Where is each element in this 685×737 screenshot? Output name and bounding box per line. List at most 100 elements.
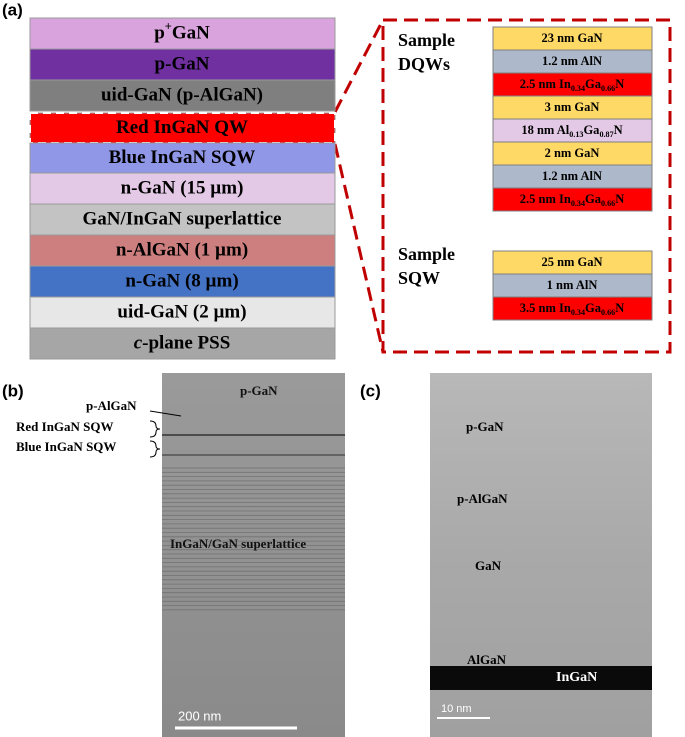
text-part: 0.66 [601, 199, 615, 208]
layer [492, 187, 653, 212]
text-part: + [165, 19, 172, 33]
panel-label: (b) [2, 381, 24, 400]
text-part: N [615, 301, 624, 315]
layer-label: 1 nm AlN [547, 278, 598, 292]
layer-label: 3.5 nm In0.34​Ga0.66​N [520, 301, 624, 317]
zoom-line [333, 143, 385, 353]
tem-image [162, 373, 345, 737]
layer-label: Blue InGaN SQW [109, 147, 256, 168]
text-part: 3 nm GaN [545, 100, 600, 114]
layer [29, 172, 336, 205]
label: p-AlGaN [457, 491, 508, 506]
text-part: 18 nm Al [521, 123, 569, 137]
layer [29, 296, 336, 329]
text-part: N [615, 77, 624, 91]
text-part: 0.13 [569, 130, 583, 139]
layer-label: 18 nm Al0.13​Ga0.87​N [521, 123, 622, 139]
layer-label: n-AlGaN (1 µm) [116, 240, 248, 261]
ingan-band [430, 666, 652, 690]
text-part: 0.66 [601, 84, 615, 93]
layer [29, 142, 336, 174]
label: AlGaN [467, 652, 507, 667]
text-part: uid-GaN (2 µm) [117, 302, 246, 323]
text-part: n-GaN (8 µm) [125, 271, 238, 292]
layer-label: GaN/InGaN superlattice [83, 209, 282, 230]
layer-label: n-GaN (15 µm) [121, 178, 244, 199]
layer-label: uid-GaN (p-AlGaN) [101, 85, 263, 106]
text-part: 2 nm GaN [545, 146, 600, 160]
text-part: 2.5 nm In [520, 192, 571, 206]
zoom-box [381, 18, 672, 354]
text-part: 0.34 [571, 199, 585, 208]
text-part: 0.34 [571, 308, 585, 317]
text-part: 1.2 nm AlN [542, 169, 602, 183]
text-part: 0.87 [599, 130, 613, 139]
text-part: 2.5 nm In [520, 77, 571, 91]
label: p-AlGaN [86, 398, 137, 413]
layer-label: uid-GaN (2 µm) [117, 302, 246, 323]
layer-label: 23 nm GaN [541, 31, 602, 45]
scale-label: 200 nm [178, 708, 221, 723]
label: InGaN/GaN superlattice [170, 536, 306, 551]
brace [149, 420, 161, 438]
layer [29, 48, 336, 81]
layer-label: n-GaN (8 µm) [125, 271, 238, 292]
layer-label: 25 nm GaN [541, 255, 602, 269]
layer-label: 1.2 nm AlN [542, 54, 602, 68]
layer-label: p+​GaN [154, 19, 210, 44]
sample-title: SQW [398, 268, 440, 288]
text-part: 1 nm AlN [547, 278, 598, 292]
leader [149, 410, 182, 417]
layer [492, 296, 653, 321]
zoom-line [333, 19, 385, 113]
tem-layers [162, 434, 345, 611]
layer-label: p-GaN [155, 54, 210, 75]
panel-label: (c) [360, 381, 381, 400]
text-part: 1.2 nm AlN [542, 54, 602, 68]
brace [149, 440, 161, 458]
layer [29, 203, 336, 236]
text-part: GaN [172, 23, 210, 44]
sample-title: DQWs [398, 54, 450, 74]
text-part: N [614, 123, 623, 137]
text-part: 23 nm GaN [541, 31, 602, 45]
label: GaN [475, 558, 502, 573]
scale-label: 10 nm [441, 703, 472, 715]
layer [29, 265, 336, 298]
label: InGaN [556, 670, 597, 685]
text-part: N [615, 192, 624, 206]
layer-label: Red InGaN QW [116, 117, 248, 138]
text-part: 25 nm GaN [541, 255, 602, 269]
panel-label: (a) [2, 0, 23, 19]
text-part: n-AlGaN (1 µm) [116, 240, 248, 261]
text-part: p-GaN [155, 54, 210, 75]
layer-label: 2.5 nm In0.34​Ga0.66​N [520, 77, 624, 93]
text-part: Ga [585, 77, 602, 91]
layer-label: c-plane PSS [134, 333, 231, 354]
text-part: c [134, 333, 143, 354]
text-part: Ga [583, 123, 600, 137]
text-part: uid-GaN (p-AlGaN) [101, 85, 263, 106]
text-part: n-GaN (15 µm) [121, 178, 244, 199]
sample-title: Sample [398, 244, 455, 264]
layer [29, 234, 336, 267]
layer-label: 2 nm GaN [545, 146, 600, 160]
layer [29, 79, 336, 112]
layer [29, 17, 336, 50]
text-part: Red InGaN QW [116, 117, 248, 138]
layer-label: 2.5 nm In0.34​Ga0.66​N [520, 192, 624, 208]
layer-label: 3 nm GaN [545, 100, 600, 114]
text-part: Blue InGaN SQW [109, 147, 256, 168]
label: Red InGaN SQW [16, 419, 114, 434]
label: p-GaN [466, 419, 504, 434]
text-part: GaN/InGaN superlattice [83, 209, 282, 230]
label: p-GaN [240, 383, 278, 398]
layer-label: 1.2 nm AlN [542, 169, 602, 183]
text-part: 3.5 nm In [520, 301, 571, 315]
label: Blue InGaN SQW [16, 439, 116, 454]
sample-title: Sample [398, 30, 455, 50]
text-part: Ga [585, 301, 602, 315]
text-part: Ga [585, 192, 602, 206]
